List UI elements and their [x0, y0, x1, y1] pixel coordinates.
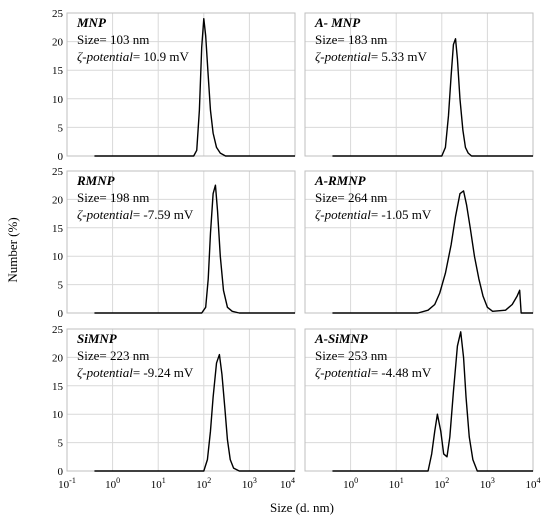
zeta-value: = 10.9 mV — [133, 49, 190, 64]
panel-1: 0 5 10 15 20 25 MNP Size= 103 nm ζ-potential= 10… — [52, 8, 296, 163]
x-tick-label: 102 — [196, 476, 211, 491]
panel-zeta-text: ζ-potential= 10.9 mV — [77, 49, 190, 64]
y-tick-label: 0 — [58, 466, 64, 478]
y-tick-label: 15 — [52, 381, 64, 393]
y-tick-label: 15 — [52, 65, 64, 77]
y-tick-label: 25 — [52, 324, 64, 336]
panel-zeta-text: ζ-potential= -9.24 mV — [77, 365, 194, 380]
y-tick-label: 5 — [58, 280, 64, 292]
series-line-1 — [94, 18, 295, 157]
y-tick-label: 25 — [52, 166, 64, 178]
panel-3: 0 5 10 15 20 25 RMNP Size= 198 nm ζ-potential= -… — [52, 166, 296, 320]
y-tick-label: 20 — [52, 352, 64, 364]
series-line-3 — [94, 184, 295, 314]
y-tick-label: 5 — [58, 438, 64, 450]
x-tick-label: 100 — [343, 476, 358, 491]
x-tick-label: 102 — [434, 476, 449, 491]
x-tick-label: 103 — [480, 476, 495, 491]
zeta-label: ζ-potential — [315, 365, 371, 380]
panel-zeta-text: ζ-potential= -7.59 mV — [77, 207, 194, 222]
zeta-label: ζ-potential — [77, 207, 133, 222]
zeta-value: = 5.33 mV — [371, 49, 428, 64]
x-tick-label: 104 — [526, 476, 541, 491]
x-tick-label: 101 — [151, 476, 166, 491]
panel-sample-label: RMNP — [76, 173, 116, 188]
y-tick-label: 20 — [52, 194, 64, 206]
x-axis-title: Size (d. nm) — [270, 500, 334, 515]
zeta-label: ζ-potential — [315, 49, 371, 64]
panel-size-text: Size= 253 nm — [315, 348, 387, 363]
y-tick-label: 0 — [58, 151, 64, 163]
panel-sample-label: MNP — [76, 15, 107, 30]
y-tick-label: 20 — [52, 37, 64, 49]
x-tick-label: 104 — [280, 476, 295, 491]
panel-4: A-RMNP Size= 264 nm ζ-potential= -1.05 mV — [304, 170, 534, 314]
panel-size-text: Size= 198 nm — [77, 190, 149, 205]
panel-size-text: Size= 103 nm — [77, 32, 149, 47]
zeta-label: ζ-potential — [77, 365, 133, 380]
y-tick-label: 10 — [52, 409, 64, 421]
panel-sample-label: A-SiMNP — [314, 331, 369, 346]
panel-size-text: Size= 264 nm — [315, 190, 387, 205]
panel-6: A-SiMNP Size= 253 nm ζ-potential= -4.48 mV… — [304, 328, 541, 491]
panel-2: A- MNP Size= 183 nm ζ-potential= 5.33 mV — [304, 12, 534, 157]
panel-size-text: Size= 183 nm — [315, 32, 387, 47]
y-axis-title: Number (%) — [5, 217, 20, 282]
x-tick-label: 101 — [389, 476, 404, 491]
y-tick-label: 25 — [52, 8, 64, 20]
panel-zeta-text: ζ-potential= -1.05 mV — [315, 207, 432, 222]
zeta-value: = -4.48 mV — [371, 365, 432, 380]
panel-zeta-text: ζ-potential= 5.33 mV — [315, 49, 428, 64]
x-tick-label: 10-1 — [58, 476, 76, 491]
y-tick-label: 15 — [52, 223, 64, 235]
zeta-label: ζ-potential — [77, 49, 133, 64]
zeta-label: ζ-potential — [315, 207, 371, 222]
panel-size-text: Size= 223 nm — [77, 348, 149, 363]
series-line-2 — [332, 38, 533, 157]
x-tick-label: 100 — [105, 476, 120, 491]
x-tick-label: 103 — [242, 476, 257, 491]
y-tick-label: 10 — [52, 94, 64, 106]
panel-sample-label: SiMNP — [77, 331, 118, 346]
series-line-6 — [332, 331, 533, 472]
zeta-value: = -9.24 mV — [133, 365, 194, 380]
y-tick-label: 0 — [58, 308, 64, 320]
y-tick-label: 5 — [58, 122, 64, 134]
zeta-value: = -1.05 mV — [371, 207, 432, 222]
zeta-value: = -7.59 mV — [133, 207, 194, 222]
series-line-5 — [94, 353, 295, 472]
series-line-4 — [332, 190, 533, 314]
panel-5: 0 5 10 15 20 25 SiMNP Size= 223 nm ζ-potential= … — [52, 324, 296, 491]
panel-zeta-text: ζ-potential= -4.48 mV — [315, 365, 432, 380]
panel-sample-label: A-RMNP — [314, 173, 367, 188]
panel-sample-label: A- MNP — [314, 15, 361, 30]
y-tick-label: 10 — [52, 251, 64, 263]
